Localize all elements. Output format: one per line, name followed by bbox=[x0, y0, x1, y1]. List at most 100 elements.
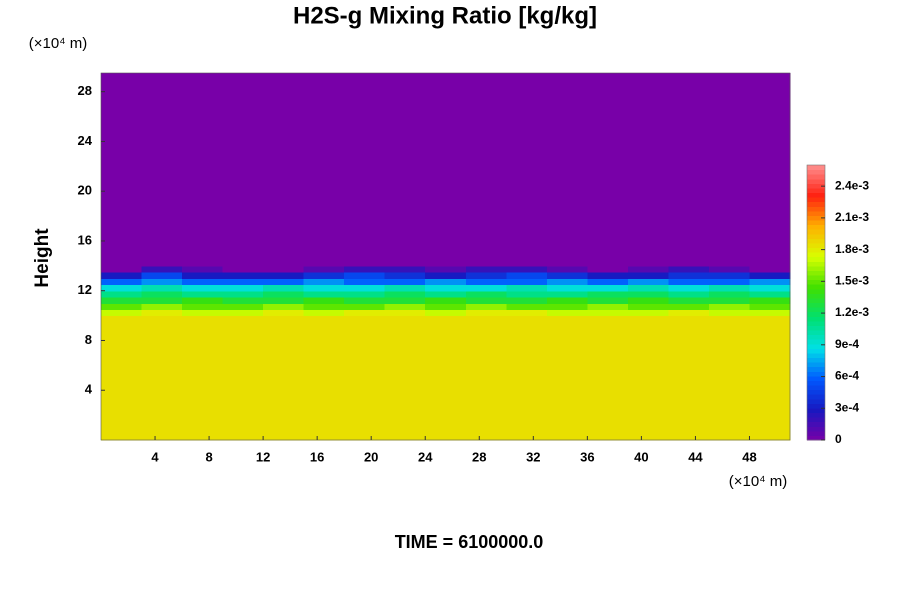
heat-cell bbox=[263, 303, 305, 310]
colorbar-tick-label: 2.4e-3 bbox=[835, 178, 869, 192]
colorbar-step bbox=[807, 275, 825, 281]
colorbar-step bbox=[807, 252, 825, 258]
heat-cell bbox=[384, 303, 426, 310]
y-tick-label: 20 bbox=[78, 183, 92, 198]
heat-cell bbox=[101, 309, 143, 317]
heat-cell bbox=[627, 296, 670, 304]
heat-cell bbox=[182, 265, 224, 273]
heat-cell bbox=[384, 290, 426, 298]
colorbar-step bbox=[807, 233, 825, 239]
colorbar-step bbox=[807, 201, 825, 207]
heat-cell bbox=[749, 278, 791, 286]
heat-cell bbox=[708, 278, 751, 286]
heat-cell bbox=[384, 265, 426, 273]
heat-cell bbox=[303, 278, 345, 286]
heat-cell bbox=[303, 290, 345, 298]
colorbar-step bbox=[807, 165, 825, 171]
colorbar-step bbox=[807, 288, 825, 294]
heat-cell bbox=[546, 265, 588, 273]
colorbar-step bbox=[807, 380, 825, 386]
heat-cell bbox=[222, 303, 264, 310]
colorbar-frame bbox=[806, 164, 826, 441]
colorbar-step bbox=[807, 265, 825, 271]
x-tick-label: 48 bbox=[742, 449, 756, 464]
heat-cell bbox=[627, 73, 670, 267]
heat-cell bbox=[506, 315, 548, 441]
colorbar-step bbox=[807, 348, 825, 354]
heat-cell bbox=[425, 303, 467, 310]
heat-cell bbox=[465, 303, 507, 310]
heat-cell bbox=[303, 309, 345, 317]
heat-cell bbox=[222, 309, 264, 317]
heat-cell bbox=[465, 73, 507, 267]
heat-cell bbox=[668, 284, 710, 292]
heat-cell bbox=[141, 272, 183, 279]
heat-cell bbox=[344, 272, 386, 279]
x-tick-label: 8 bbox=[205, 449, 212, 464]
heat-cell bbox=[587, 309, 629, 317]
colorbar-step bbox=[807, 256, 825, 262]
heat-cell bbox=[384, 296, 426, 304]
heat-cell bbox=[465, 265, 507, 273]
colorbar-step bbox=[807, 220, 825, 226]
heat-cell bbox=[708, 284, 751, 292]
heat-cell bbox=[182, 315, 224, 441]
colorbar-step bbox=[807, 311, 825, 317]
heat-cell bbox=[546, 309, 588, 317]
heat-cell bbox=[506, 284, 548, 292]
colorbar-step bbox=[807, 343, 825, 349]
y-unit: (×10⁴ m) bbox=[29, 35, 88, 52]
heat-cell bbox=[506, 265, 548, 273]
heat-cell bbox=[141, 265, 183, 273]
heat-cell bbox=[182, 284, 224, 292]
heat-cell bbox=[506, 309, 548, 317]
heat-cell bbox=[222, 265, 264, 273]
heat-cell bbox=[668, 309, 710, 317]
heat-cell bbox=[263, 296, 305, 304]
colorbar-tick-label: 6e-4 bbox=[835, 369, 859, 383]
heat-cell bbox=[587, 303, 629, 310]
heat-cell bbox=[101, 272, 143, 279]
heat-cell bbox=[141, 73, 183, 267]
heat-cell bbox=[749, 265, 791, 273]
heat-cell bbox=[182, 73, 224, 267]
heat-cell bbox=[425, 309, 467, 317]
colorbar-step bbox=[807, 320, 825, 326]
heat-cell bbox=[263, 278, 305, 286]
heat-cell bbox=[465, 278, 507, 286]
heat-cell bbox=[587, 73, 629, 267]
heat-cell bbox=[384, 278, 426, 286]
heat-cell bbox=[141, 290, 183, 298]
heat-cell bbox=[141, 303, 183, 310]
heat-cell bbox=[587, 265, 629, 273]
heat-cell bbox=[668, 303, 710, 310]
heat-cell bbox=[546, 290, 588, 298]
heat-cell bbox=[749, 296, 791, 304]
heat-cell bbox=[749, 303, 791, 310]
colorbar-step bbox=[807, 192, 825, 198]
colorbar-step bbox=[807, 174, 825, 180]
heat-cell bbox=[425, 290, 467, 298]
colorbar-step bbox=[807, 412, 825, 418]
heat-cell bbox=[344, 290, 386, 298]
heat-cell bbox=[344, 278, 386, 286]
colorbar-tick-label: 1.2e-3 bbox=[835, 305, 869, 319]
heat-cell bbox=[627, 278, 670, 286]
heat-cell bbox=[587, 315, 629, 441]
heat-cell bbox=[465, 309, 507, 317]
colorbar-step bbox=[807, 210, 825, 216]
colorbar-step bbox=[807, 242, 825, 248]
heat-cell bbox=[627, 309, 670, 317]
heat-cell bbox=[344, 315, 386, 441]
x-tick-label: 16 bbox=[310, 449, 324, 464]
heat-cell bbox=[668, 290, 710, 298]
heat-cell bbox=[627, 303, 670, 310]
heat-cell bbox=[546, 315, 588, 441]
colorbar-step bbox=[807, 435, 825, 441]
colorbar-step bbox=[807, 261, 825, 267]
heat-cell bbox=[668, 296, 710, 304]
heat-cell bbox=[344, 284, 386, 292]
heat-cell bbox=[263, 290, 305, 298]
y-tick-label: 4 bbox=[85, 382, 93, 397]
colorbar-step bbox=[807, 352, 825, 358]
